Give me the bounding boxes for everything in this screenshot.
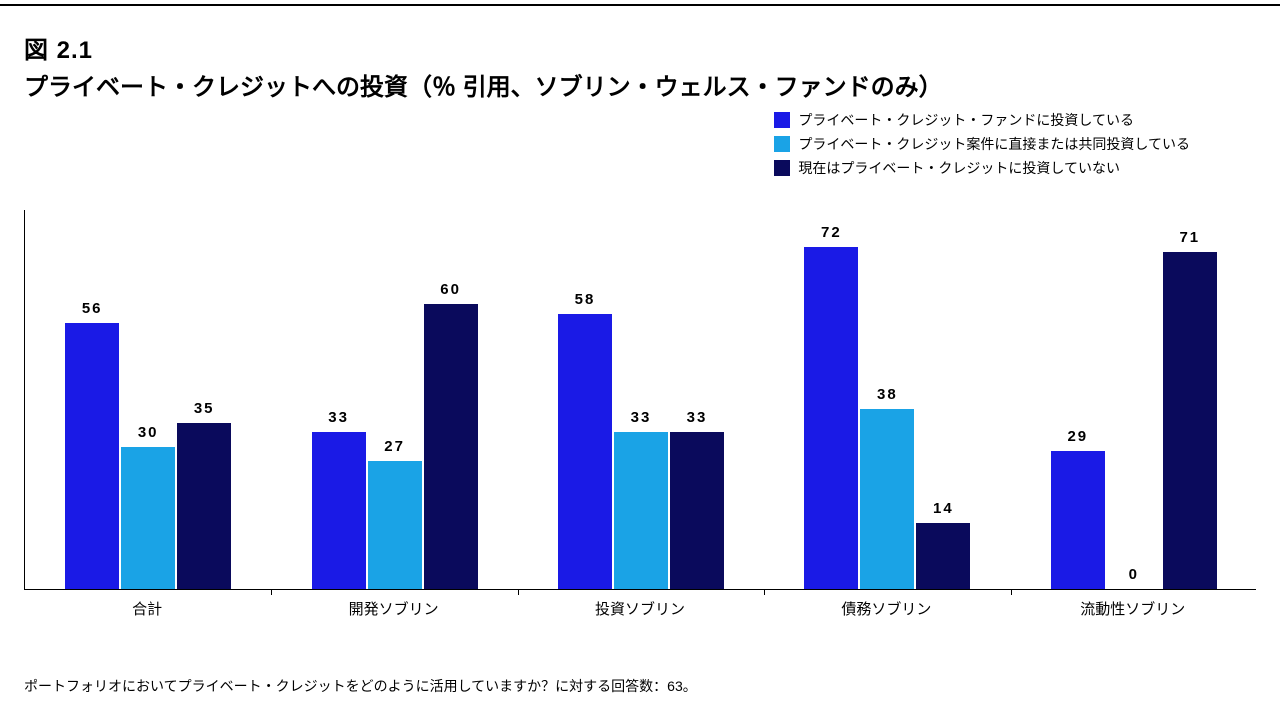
bar-wrap: 30	[121, 424, 175, 590]
bar	[670, 432, 724, 589]
page: 図 2.1 プライベート・クレジットへの投資（％ 引用、ソブリン・ウェルス・ファ…	[0, 0, 1280, 720]
figure-title: プライベート・クレジットへの投資（％ 引用、ソブリン・ウェルス・ファンドのみ）	[24, 67, 1256, 102]
bar-value-label: 27	[384, 438, 405, 455]
bar	[916, 523, 970, 590]
bar	[614, 432, 668, 589]
bar-value-label: 33	[328, 409, 349, 426]
bar-group: 72 38 14	[804, 224, 970, 589]
bar-wrap: 27	[368, 438, 422, 589]
bar-value-label: 30	[138, 424, 159, 441]
bar	[860, 409, 914, 590]
plot: 56 30 35 33 27 60 58 33 33 72 38 14 29 0 71	[24, 210, 1256, 590]
top-rule	[0, 4, 1280, 6]
bar-value-label: 56	[82, 300, 103, 317]
title-block: 図 2.1 プライベート・クレジットへの投資（％ 引用、ソブリン・ウェルス・ファ…	[24, 30, 1256, 102]
legend-label: 現在はプライベート・クレジットに投資していない	[798, 158, 1120, 178]
bar	[65, 323, 119, 589]
bar-wrap: 56	[65, 300, 119, 589]
bar-value-label: 14	[933, 500, 954, 517]
bar-wrap: 14	[916, 500, 970, 590]
bar-wrap: 33	[614, 409, 668, 589]
bar-wrap: 38	[860, 386, 914, 590]
bar	[121, 447, 175, 590]
bar-wrap: 33	[670, 409, 724, 589]
legend-item: プライベート・クレジット案件に直接または共同投資している	[774, 134, 1190, 154]
bar	[804, 247, 858, 589]
bar-value-label: 29	[1067, 428, 1088, 445]
legend-swatch	[774, 160, 790, 176]
bar-group: 29 0 71	[1051, 229, 1217, 589]
bar-wrap: 29	[1051, 428, 1105, 589]
bar	[312, 432, 366, 589]
bar	[1051, 451, 1105, 589]
bar	[558, 314, 612, 590]
bar-wrap: 72	[804, 224, 858, 589]
bar	[424, 304, 478, 589]
legend-swatch	[774, 136, 790, 152]
bar-wrap: 35	[177, 400, 231, 589]
bar	[177, 423, 231, 589]
bar-value-label: 38	[877, 386, 898, 403]
legend: プライベート・クレジット・ファンドに投資しているプライベート・クレジット案件に直…	[774, 110, 1190, 182]
x-axis-labels: 合計 開発ソブリン 投資ソブリン 債務ソブリン 流動性ソブリン	[24, 590, 1256, 630]
bar-value-label: 60	[440, 281, 461, 298]
footnote: ポートフォリオにおいてプライベート・クレジットをどのように活用していますか？に対…	[24, 676, 697, 696]
bar-value-label: 58	[575, 291, 596, 308]
bar-value-label: 35	[194, 400, 215, 417]
bar-group: 58 33 33	[558, 291, 724, 590]
bar-value-label: 71	[1179, 229, 1200, 246]
bar	[368, 461, 422, 589]
chart-area: 56 30 35 33 27 60 58 33 33 72 38 14 29 0 71 合計 開発ソブリン 投資…	[24, 210, 1256, 630]
x-axis-label: 流動性ソブリン	[1080, 598, 1185, 619]
figure-number: 図 2.1	[24, 30, 1256, 65]
legend-label: プライベート・クレジット・ファンドに投資している	[798, 110, 1134, 130]
bar-wrap: 58	[558, 291, 612, 590]
bar-value-label: 33	[687, 409, 708, 426]
legend-item: プライベート・クレジット・ファンドに投資している	[774, 110, 1190, 130]
legend-swatch	[774, 112, 790, 128]
bar	[1163, 252, 1217, 589]
bar-wrap: 33	[312, 409, 366, 589]
bar-group: 56 30 35	[65, 300, 231, 589]
bar-wrap: 71	[1163, 229, 1217, 589]
x-axis-label: 投資ソブリン	[595, 598, 685, 619]
bar-value-label: 33	[631, 409, 652, 426]
bar-value-label: 72	[821, 224, 842, 241]
bar-wrap: 60	[424, 281, 478, 589]
legend-item: 現在はプライベート・クレジットに投資していない	[774, 158, 1190, 178]
bar-value-label: 0	[1129, 566, 1139, 583]
x-axis-label: 開発ソブリン	[349, 598, 439, 619]
x-axis-label: 合計	[132, 598, 162, 619]
bar-wrap: 0	[1107, 566, 1161, 589]
x-axis-label: 債務ソブリン	[841, 598, 931, 619]
bar-group: 33 27 60	[312, 281, 478, 589]
legend-label: プライベート・クレジット案件に直接または共同投資している	[798, 134, 1190, 154]
